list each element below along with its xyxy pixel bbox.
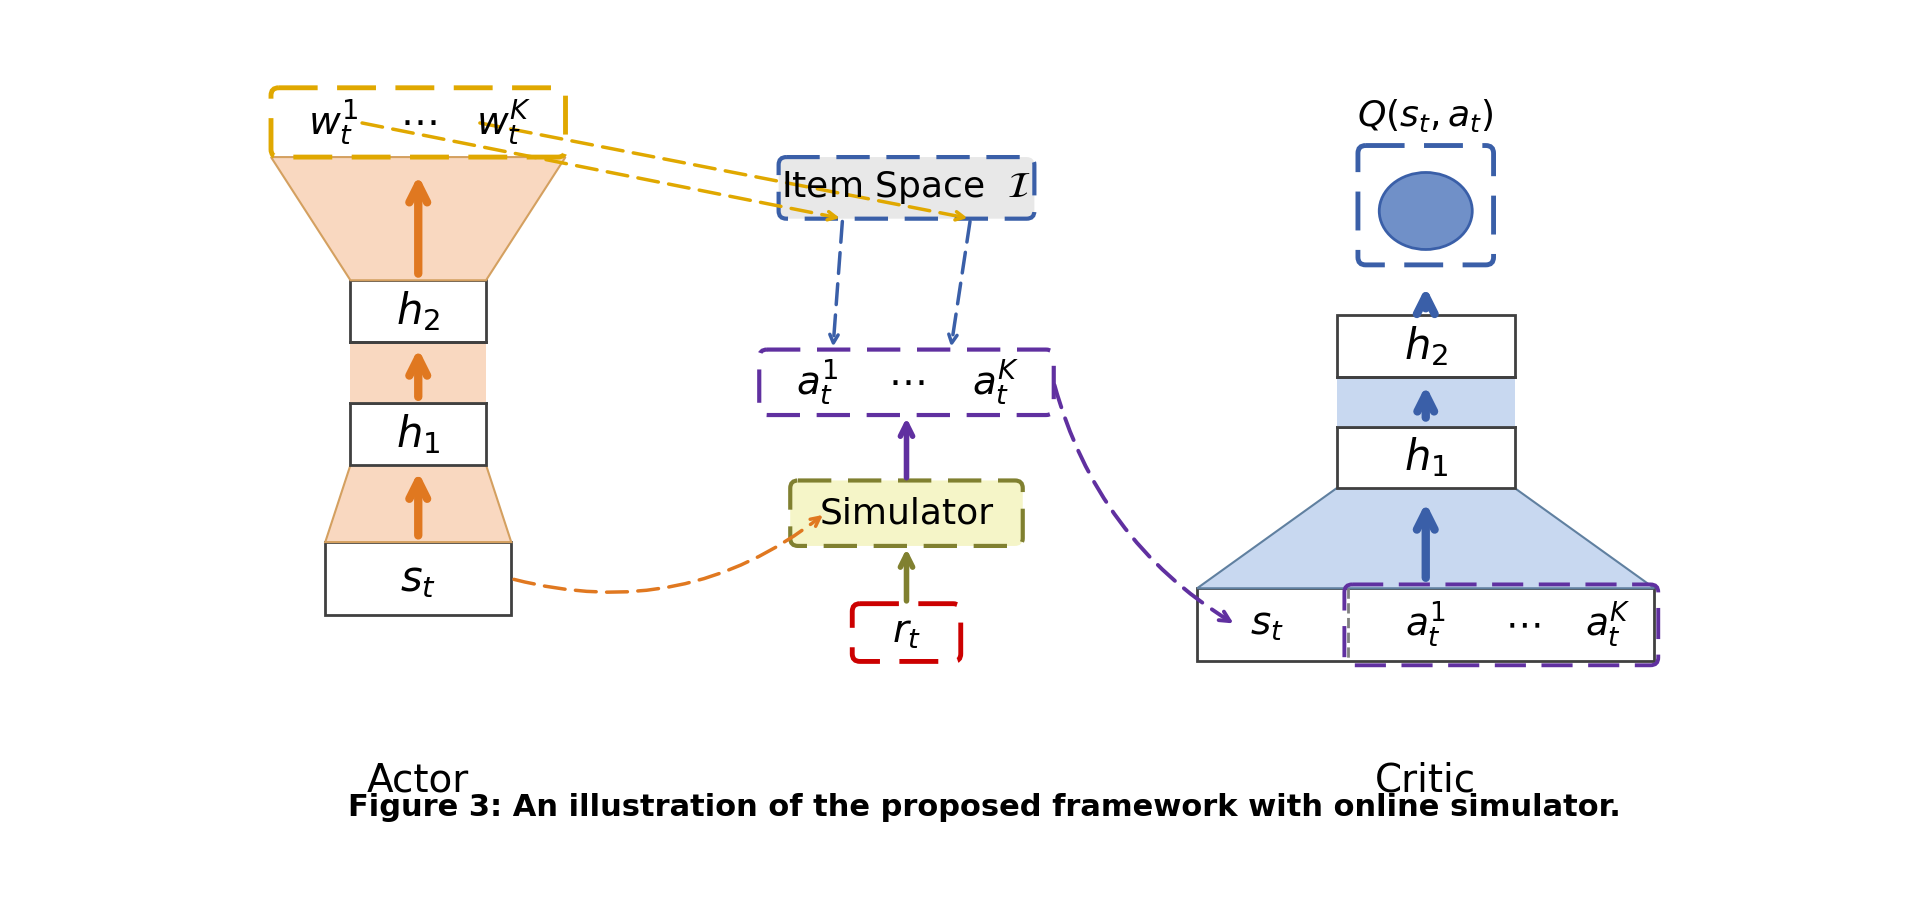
Text: $h_1$: $h_1$ [396, 412, 440, 456]
Text: $w_t^K$: $w_t^K$ [476, 98, 532, 147]
Text: Critic: Critic [1375, 761, 1476, 800]
Text: $s_t$: $s_t$ [1250, 606, 1284, 643]
Polygon shape [271, 157, 566, 280]
Text: $\cdots$: $\cdots$ [399, 103, 436, 141]
FancyBboxPatch shape [780, 157, 1035, 219]
Polygon shape [324, 465, 511, 542]
Text: $\cdots$: $\cdots$ [889, 363, 925, 401]
Polygon shape [1198, 488, 1655, 589]
Bar [1198, 589, 1655, 662]
Text: $s_t$: $s_t$ [399, 558, 436, 600]
Text: Simulator: Simulator [820, 496, 993, 530]
Text: $h_2$: $h_2$ [396, 289, 440, 333]
Bar [351, 342, 486, 404]
Text: $h_2$: $h_2$ [1404, 323, 1448, 368]
Text: Item Space  $\mathcal{I}$: Item Space $\mathcal{I}$ [781, 169, 1031, 206]
Text: Actor: Actor [367, 761, 468, 800]
Text: $a_t^1$: $a_t^1$ [797, 358, 839, 407]
Bar [1336, 377, 1515, 427]
FancyBboxPatch shape [791, 480, 1023, 546]
Text: $a_t^K$: $a_t^K$ [972, 358, 1020, 407]
Bar [1336, 315, 1515, 377]
Text: Figure 3: An illustration of the proposed framework with online simulator.: Figure 3: An illustration of the propose… [348, 793, 1620, 822]
Text: $a_t^K$: $a_t^K$ [1586, 600, 1630, 650]
Text: $w_t^1$: $w_t^1$ [307, 98, 359, 147]
Text: $\cdots$: $\cdots$ [1505, 607, 1540, 643]
Text: $a_t^1$: $a_t^1$ [1405, 600, 1446, 650]
Text: $Q(s_t, a_t)$: $Q(s_t, a_t)$ [1357, 97, 1494, 134]
Bar [351, 280, 486, 342]
Bar [324, 542, 511, 615]
Ellipse shape [1379, 173, 1473, 249]
Text: $r_t$: $r_t$ [891, 614, 922, 651]
Bar [351, 404, 486, 465]
Bar [1336, 427, 1515, 488]
Text: $h_1$: $h_1$ [1404, 435, 1448, 480]
